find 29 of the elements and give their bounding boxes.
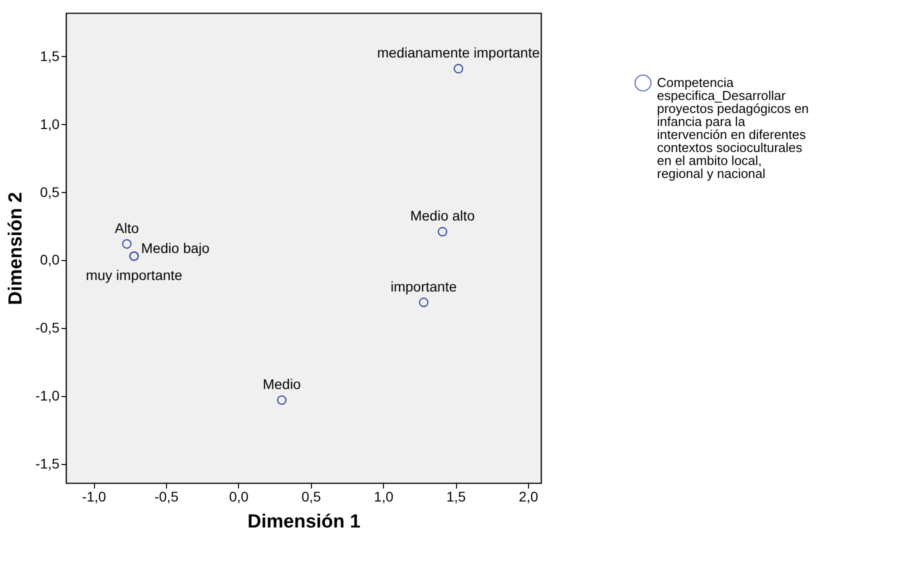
annotation: Medio bajo bbox=[141, 240, 210, 256]
point bbox=[122, 239, 132, 249]
x-tick-label: 0,0 bbox=[229, 488, 249, 504]
x-tick-label: 0,5 bbox=[302, 488, 322, 504]
y-tick-label: -1,0 bbox=[35, 388, 60, 404]
x-tick-label: -0,5 bbox=[154, 488, 179, 504]
annotation: importante bbox=[390, 278, 457, 294]
legend-label: Competencia especifica_Desarrollar proyectos pedagógicos en infancia para la intervención en diferentes contextos socioculturales en el ambito local, regional y nacional bbox=[657, 75, 809, 181]
point bbox=[454, 64, 464, 74]
annotation: muy importante bbox=[86, 267, 183, 284]
x-tick-label: 2,0 bbox=[518, 488, 538, 504]
x-axis-title: Dimensión 1 bbox=[248, 512, 361, 532]
annotation: Medio bbox=[262, 376, 302, 392]
annotation: medianamente importante bbox=[377, 44, 540, 61]
point bbox=[418, 298, 428, 308]
y-tick-label: 1,5 bbox=[40, 48, 60, 64]
annotation: Medio alto bbox=[410, 208, 476, 224]
x-tick-label: 1,5 bbox=[446, 488, 466, 504]
y-tick-label: 0,0 bbox=[40, 252, 60, 268]
y-tick-label: -0,5 bbox=[35, 320, 60, 336]
y-tick-label: -1,5 bbox=[35, 455, 60, 472]
x-tick-label: 1,0 bbox=[374, 488, 394, 504]
y-tick-label: 0,5 bbox=[40, 184, 60, 200]
x-tick-label: -1,0 bbox=[82, 488, 106, 504]
point bbox=[438, 226, 448, 236]
annotation: Alto bbox=[114, 220, 140, 236]
point bbox=[276, 395, 287, 405]
y-tick-label: 1,0 bbox=[40, 116, 60, 132]
y-axis-title: Dimensión 2 bbox=[5, 192, 26, 305]
